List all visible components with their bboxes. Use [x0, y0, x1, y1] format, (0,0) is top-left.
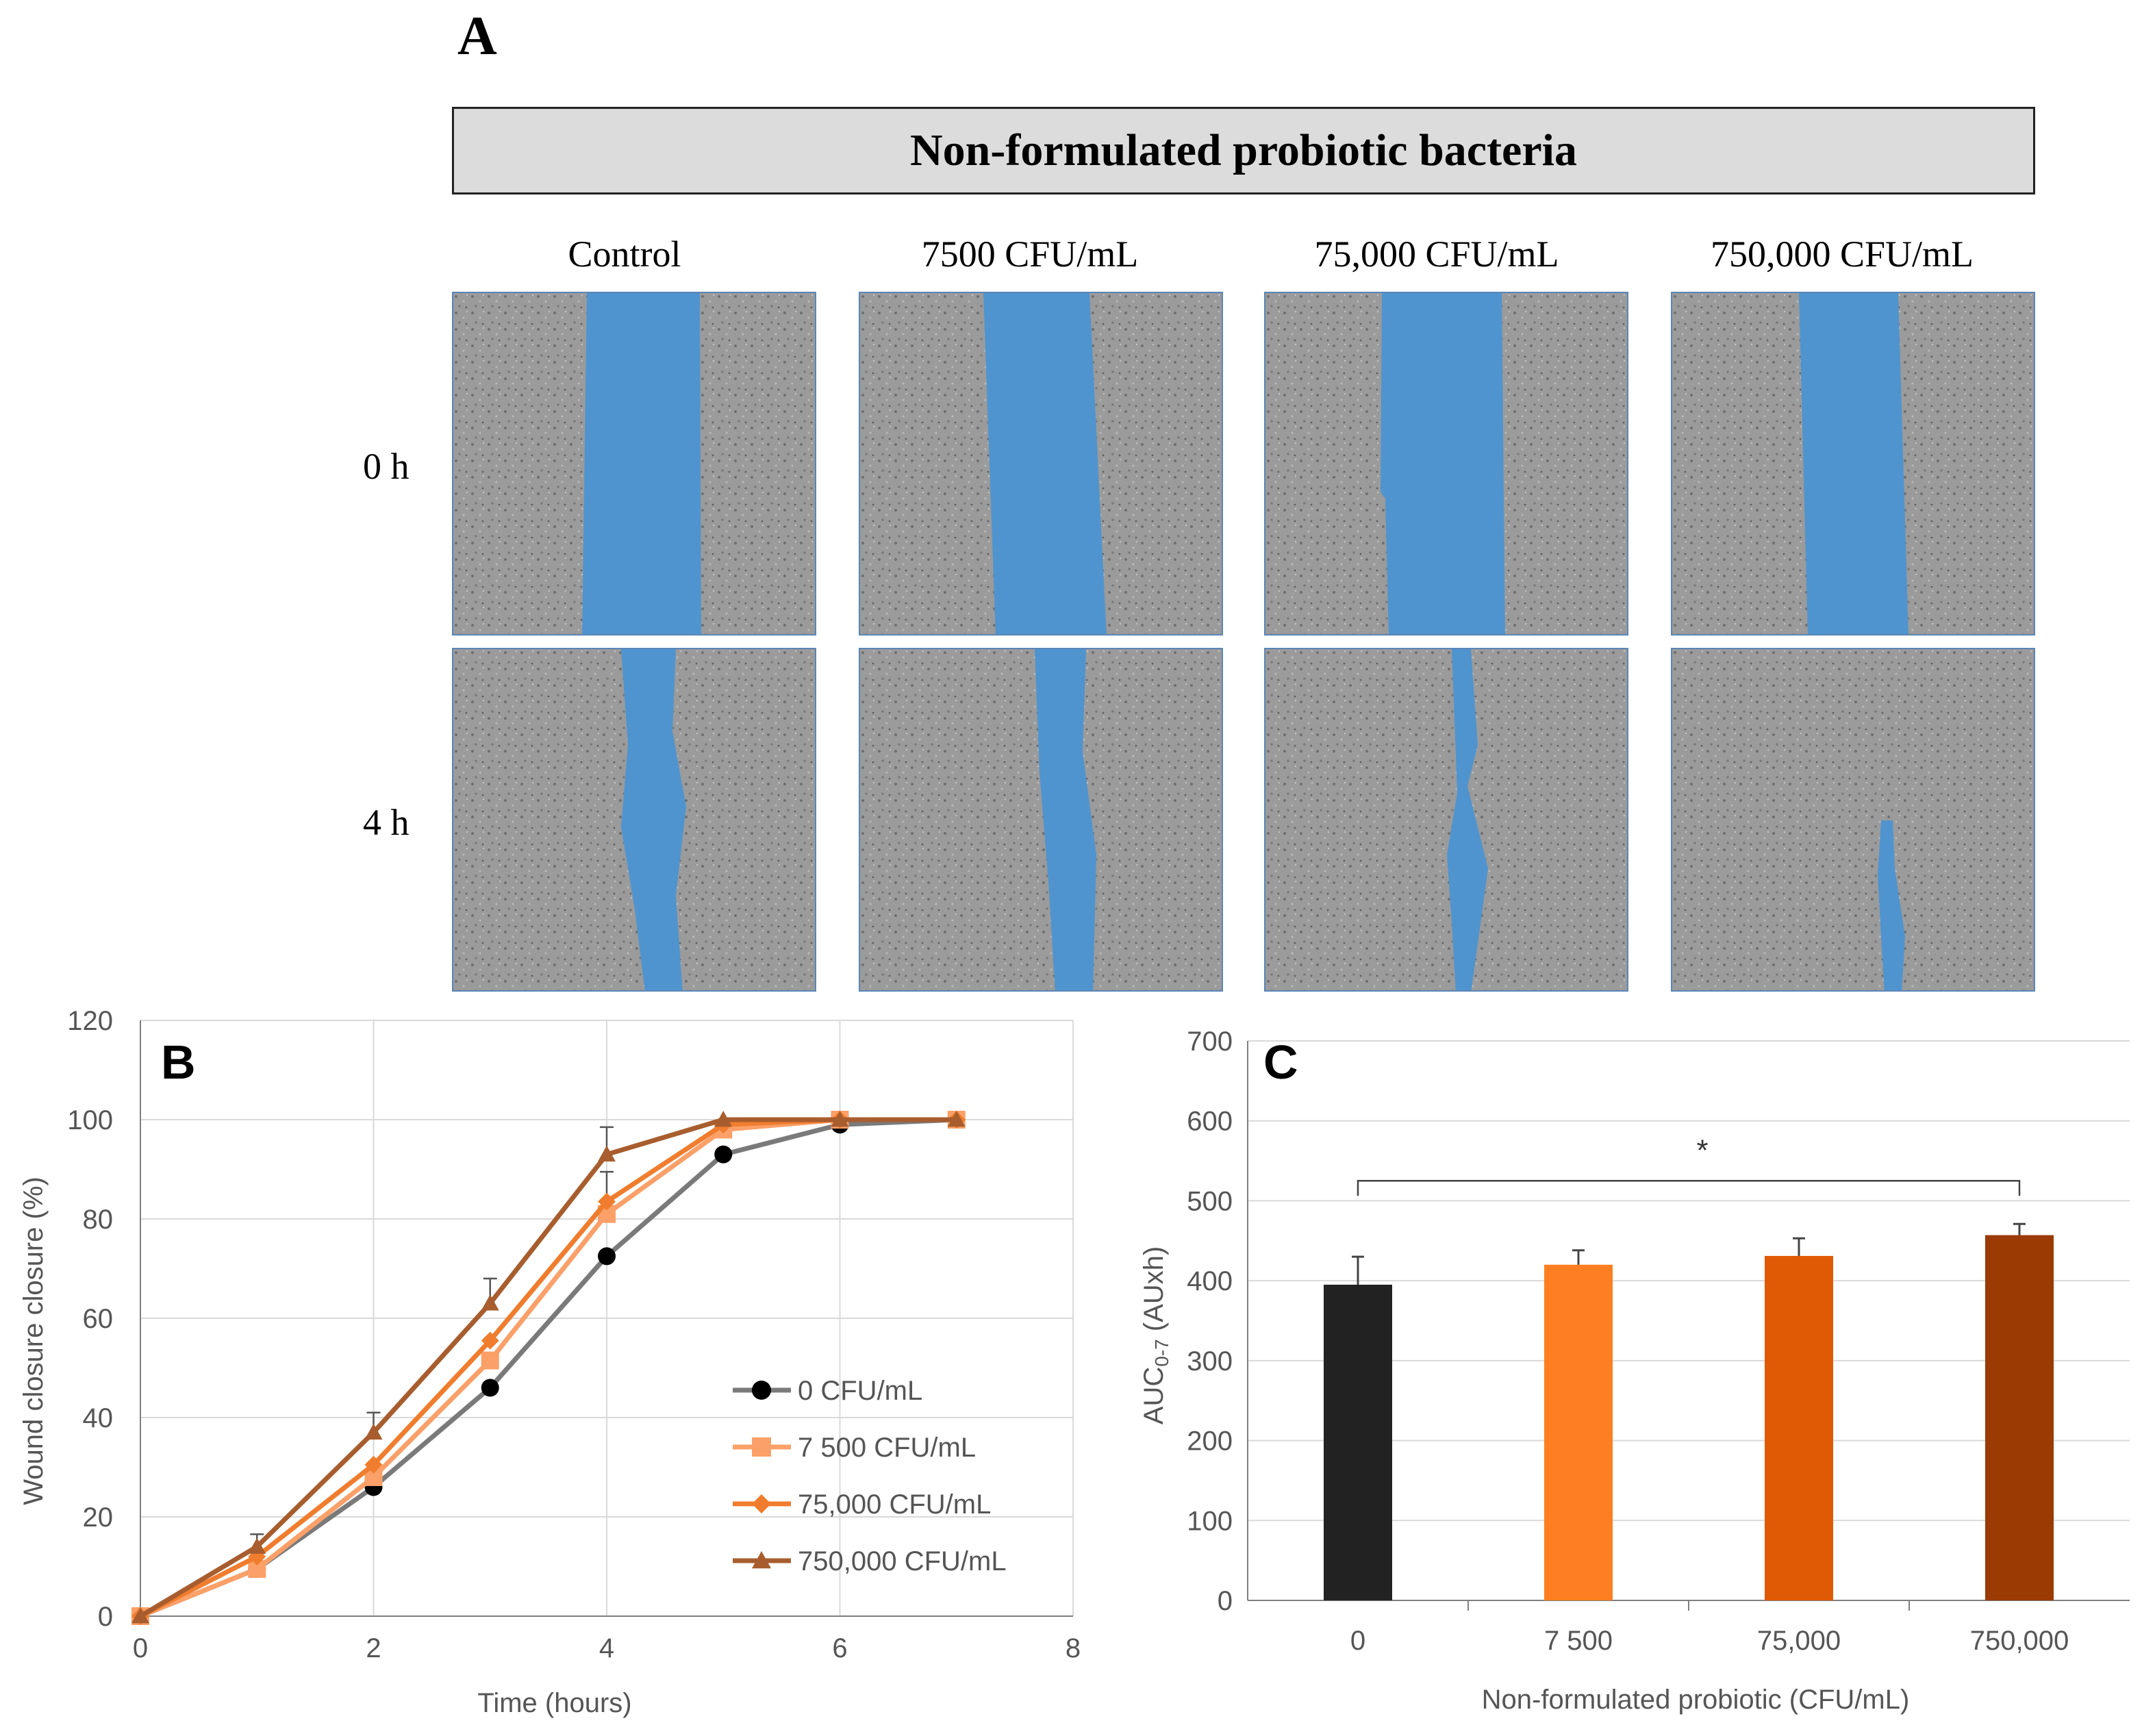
data-point	[598, 1145, 616, 1162]
wound-closure-line-chart: 0 20 40 60 80 100 120 0 2 4 6 8 0 CFU/mL 7 500 CFU/m…	[18, 1006, 1081, 1718]
y-tick-label: 100	[67, 1105, 113, 1135]
y-tick-label: 0	[98, 1602, 113, 1632]
micrograph-750000-0h	[1671, 292, 2035, 636]
y-tick-label: 80	[83, 1205, 114, 1235]
data-point	[947, 1111, 966, 1127]
x-tick-label: 6	[832, 1633, 847, 1663]
micrograph-control-0h	[452, 292, 816, 636]
x-axis-label: Non-formulated probiotic (CFU/mL)	[1482, 1685, 1910, 1715]
data-point	[481, 1379, 499, 1397]
micrograph-75000-0h	[1264, 292, 1628, 636]
x-tick-label: 2	[366, 1633, 381, 1663]
significance-bracket	[1357, 1180, 2021, 1196]
column-label-750000: 750,000 CFU/mL	[1710, 234, 1974, 275]
y-tick-label: 700	[1187, 1027, 1233, 1057]
panel-letter-a: A	[457, 6, 497, 66]
y-tick-label: 0	[1218, 1586, 1233, 1616]
data-point	[131, 1607, 149, 1624]
x-tick-label: 0	[1350, 1626, 1365, 1656]
column-label-control: Control	[568, 234, 681, 275]
series-line	[139, 1117, 957, 1619]
legend-marker	[752, 1437, 771, 1457]
bar	[1544, 1264, 1613, 1600]
data-point	[831, 1111, 849, 1127]
data-point	[248, 1537, 266, 1554]
panel-letter-c: C	[1263, 1035, 1298, 1089]
legend-label: 750,000 CFU/mL	[798, 1546, 1007, 1576]
y-tick-label: 400	[1187, 1266, 1233, 1296]
y-axis-label: AUC0-7 (AUxh)	[1139, 1246, 1172, 1425]
data-point	[364, 1455, 383, 1474]
x-tick-label: 750,000	[1970, 1626, 2069, 1656]
micrograph-7500-0h	[859, 292, 1223, 636]
x-axis-label: Time (hours)	[477, 1688, 631, 1718]
legend-label: 0 CFU/mL	[798, 1376, 922, 1406]
x-tick-label: 8	[1066, 1633, 1081, 1663]
micrograph-control-4h	[452, 648, 816, 992]
x-tick-label: 7 500	[1544, 1626, 1613, 1656]
significance-star: *	[1696, 1133, 1708, 1167]
micrograph-7500-4h	[859, 648, 1223, 992]
y-axis-label: Wound closure closure (%)	[18, 1177, 49, 1505]
bar	[1324, 1284, 1392, 1600]
x-tick-label: 75,000	[1757, 1626, 1841, 1656]
column-label-75000: 75,000 CFU/mL	[1314, 234, 1559, 275]
legend-marker	[752, 1494, 771, 1513]
y-tick-label: 40	[83, 1403, 114, 1433]
data-point	[481, 1331, 499, 1350]
y-tick-label: 600	[1187, 1107, 1233, 1137]
data-point	[364, 1423, 383, 1440]
y-tick-label: 60	[83, 1304, 114, 1334]
y-tick-label: 300	[1187, 1346, 1233, 1376]
data-point	[481, 1351, 499, 1370]
data-point	[598, 1192, 616, 1211]
legend-marker	[752, 1551, 771, 1569]
micrograph-75000-4h	[1264, 648, 1628, 992]
data-point	[598, 1247, 616, 1266]
data-point	[714, 1145, 733, 1163]
column-label-7500: 7500 CFU/mL	[921, 234, 1139, 275]
micrograph-750000-4h	[1671, 648, 2035, 992]
figure-banner-title: Non-formulated probiotic bacteria	[452, 107, 2035, 194]
y-tick-label: 20	[83, 1502, 114, 1533]
bar	[1985, 1235, 2054, 1600]
data-point	[714, 1111, 733, 1127]
y-tick-label: 500	[1187, 1186, 1233, 1216]
row-label-0h: 0 h	[363, 446, 410, 487]
panel-letter-b: B	[161, 1035, 196, 1089]
y-tick-label: 200	[1187, 1426, 1233, 1457]
x-tick-label: 4	[599, 1633, 614, 1663]
legend-marker	[752, 1381, 771, 1400]
auc-bar-chart: 0 100 200 300 400 500 600 700 0 7 500 75,000 750,00…	[1139, 1027, 2130, 1715]
legend-label: 7 500 CFU/mL	[798, 1433, 976, 1463]
x-tick-label: 0	[133, 1633, 148, 1663]
bar	[1765, 1255, 1833, 1600]
y-tick-label: 100	[1187, 1506, 1233, 1536]
row-label-4h: 4 h	[363, 802, 410, 843]
y-tick-label: 120	[67, 1006, 113, 1036]
legend-label: 75,000 CFU/mL	[798, 1489, 991, 1520]
data-point	[481, 1294, 499, 1311]
